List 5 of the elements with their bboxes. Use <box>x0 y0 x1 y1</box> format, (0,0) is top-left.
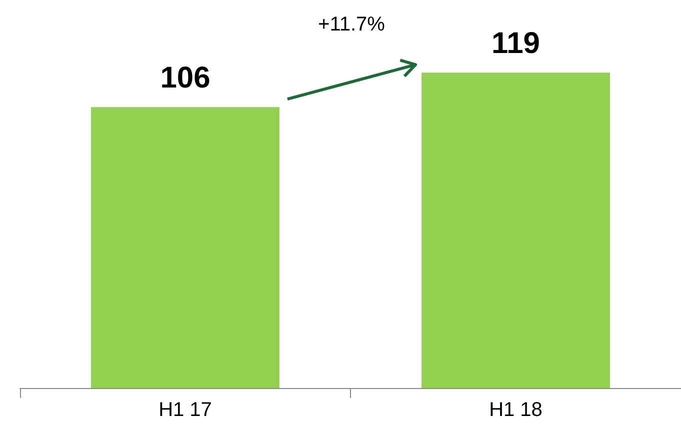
data-label: 119 <box>492 27 540 60</box>
x-tick-label: H1 18 <box>489 399 542 421</box>
text: +11.7% <box>318 14 386 36</box>
x-tick-label: H1 17 <box>158 399 212 421</box>
data-label: 106 <box>160 62 210 95</box>
